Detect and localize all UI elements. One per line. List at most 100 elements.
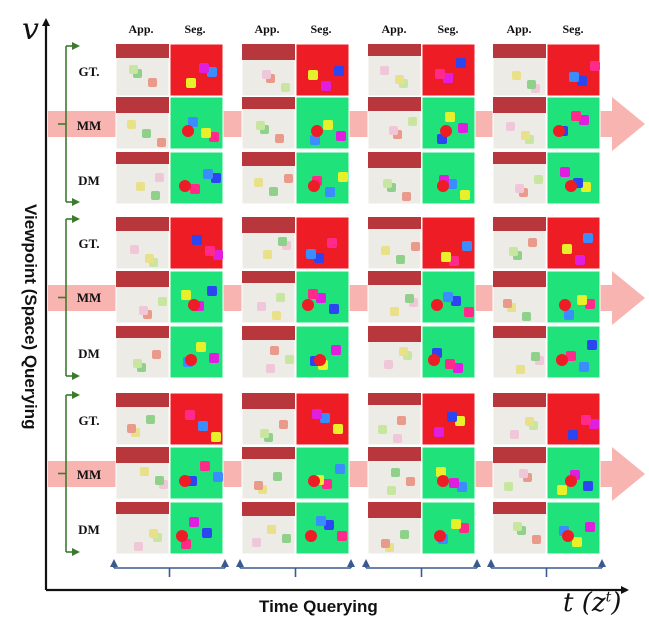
row-label-dm: DM bbox=[78, 173, 100, 188]
time-bracket bbox=[362, 559, 481, 577]
appearance-image bbox=[492, 325, 547, 379]
appearance-image bbox=[241, 501, 296, 555]
appearance-image bbox=[367, 151, 422, 205]
appearance-image bbox=[492, 216, 547, 270]
row-label-mm: MM bbox=[76, 290, 102, 305]
segmentation-image bbox=[546, 43, 601, 97]
segmentation-image bbox=[169, 446, 224, 500]
segmentation-image bbox=[421, 392, 476, 446]
segmentation-image bbox=[421, 325, 476, 379]
segmentation-image bbox=[169, 325, 224, 379]
appearance-image bbox=[492, 446, 547, 500]
segmentation-image bbox=[295, 151, 350, 205]
segmentation-image bbox=[169, 270, 224, 324]
time-bracket bbox=[236, 559, 355, 577]
appearance-image bbox=[367, 270, 422, 324]
appearance-image bbox=[492, 392, 547, 446]
appearance-image bbox=[492, 270, 547, 324]
appearance-image bbox=[367, 392, 422, 446]
y-axis-variable: v bbox=[22, 12, 39, 47]
segmentation-image bbox=[421, 151, 476, 205]
row-label-dm: DM bbox=[78, 346, 100, 361]
row-label-mm: MM bbox=[76, 118, 102, 133]
row-label-mm: MM bbox=[76, 467, 102, 482]
segmentation-image bbox=[169, 501, 224, 555]
appearance-image bbox=[115, 270, 170, 324]
column-header-segmentation: Seg. bbox=[184, 22, 206, 36]
column-header-appearance: App. bbox=[128, 22, 154, 36]
appearance-image bbox=[492, 151, 547, 205]
appearance-image bbox=[115, 216, 170, 270]
appearance-image bbox=[115, 392, 170, 446]
segmentation-image bbox=[546, 216, 601, 270]
segmentation-image bbox=[295, 216, 350, 270]
segmentation-image bbox=[169, 96, 224, 150]
row-label-dm: DM bbox=[78, 522, 100, 537]
row-label-gt: GT. bbox=[78, 413, 100, 428]
segmentation-image bbox=[546, 96, 601, 150]
appearance-image bbox=[115, 501, 170, 555]
segmentation-image bbox=[169, 216, 224, 270]
column-header-appearance: App. bbox=[254, 22, 280, 36]
segmentation-image bbox=[169, 392, 224, 446]
appearance-image bbox=[367, 501, 422, 555]
appearance-image bbox=[241, 270, 296, 324]
column-header-segmentation: Seg. bbox=[310, 22, 332, 36]
viewpoint-bracket bbox=[58, 42, 80, 206]
appearance-image bbox=[115, 151, 170, 205]
row-label-gt: GT. bbox=[78, 64, 100, 79]
highlight-arrow-head bbox=[612, 271, 645, 325]
appearance-image bbox=[115, 325, 170, 379]
appearance-image bbox=[367, 43, 422, 97]
segmentation-image bbox=[421, 270, 476, 324]
appearance-image bbox=[367, 216, 422, 270]
segmentation-image bbox=[295, 270, 350, 324]
highlight-arrow-head bbox=[612, 97, 645, 151]
segmentation-image bbox=[295, 446, 350, 500]
segmentation-image bbox=[421, 96, 476, 150]
segmentation-image bbox=[169, 151, 224, 205]
viewpoint-bracket bbox=[58, 391, 80, 556]
appearance-image bbox=[115, 96, 170, 150]
appearance-image bbox=[241, 392, 296, 446]
time-bracket bbox=[110, 559, 229, 577]
column-header-segmentation: Seg. bbox=[437, 22, 459, 36]
segmentation-image bbox=[421, 43, 476, 97]
segmentation-image bbox=[295, 96, 350, 150]
highlight-arrow-head bbox=[612, 447, 645, 501]
appearance-image bbox=[367, 96, 422, 150]
segmentation-image bbox=[169, 43, 224, 97]
segmentation-image bbox=[546, 325, 601, 379]
appearance-image bbox=[115, 446, 170, 500]
appearance-image bbox=[241, 151, 296, 205]
segmentation-image bbox=[295, 43, 350, 97]
segmentation-image bbox=[421, 446, 476, 500]
appearance-image bbox=[241, 216, 296, 270]
segmentation-image bbox=[546, 501, 601, 555]
x-axis-variable: t (zt) bbox=[563, 588, 622, 618]
appearance-image bbox=[241, 43, 296, 97]
column-header-appearance: App. bbox=[381, 22, 407, 36]
appearance-image bbox=[241, 446, 296, 500]
segmentation-image bbox=[295, 392, 350, 446]
segmentation-image bbox=[421, 216, 476, 270]
row-label-gt: GT. bbox=[78, 236, 100, 251]
appearance-image bbox=[241, 325, 296, 379]
appearance-image bbox=[492, 43, 547, 97]
appearance-image bbox=[492, 96, 547, 150]
viewpoint-bracket bbox=[58, 215, 80, 380]
segmentation-image bbox=[295, 325, 350, 379]
time-bracket bbox=[487, 559, 606, 577]
segmentation-image bbox=[295, 501, 350, 555]
segmentation-image bbox=[546, 270, 601, 324]
appearance-image bbox=[367, 325, 422, 379]
appearance-image bbox=[367, 446, 422, 500]
appearance-image bbox=[241, 96, 296, 150]
segmentation-image bbox=[546, 446, 601, 500]
x-axis-title: Time Querying bbox=[259, 597, 378, 616]
appearance-image bbox=[115, 43, 170, 97]
segmentation-image bbox=[421, 501, 476, 555]
appearance-image bbox=[492, 501, 547, 555]
